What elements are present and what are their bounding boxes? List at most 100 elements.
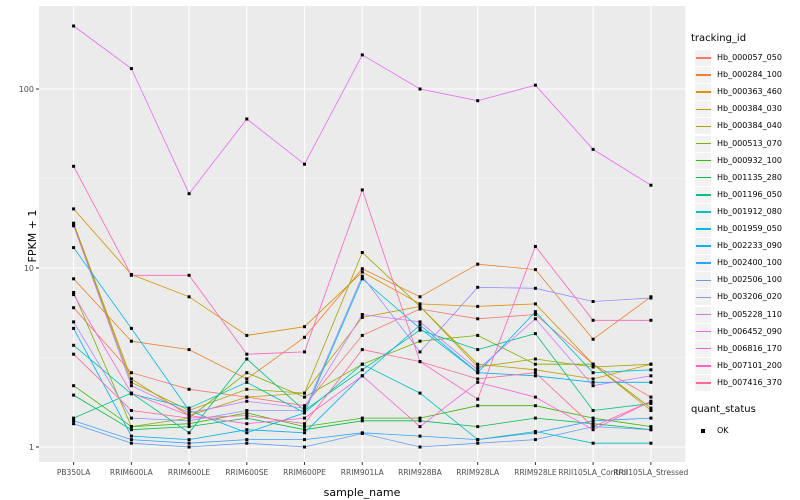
data-point bbox=[591, 428, 595, 432]
legend-key bbox=[695, 84, 711, 101]
data-point bbox=[187, 192, 191, 196]
data-point bbox=[245, 371, 249, 375]
data-point bbox=[533, 310, 537, 314]
data-point bbox=[303, 335, 306, 339]
data-point bbox=[72, 277, 76, 281]
data-point bbox=[591, 365, 595, 369]
data-point bbox=[303, 431, 306, 435]
data-point bbox=[591, 318, 595, 322]
data-point bbox=[533, 244, 537, 248]
legend-key bbox=[695, 221, 711, 237]
data-point bbox=[591, 409, 595, 412]
data-point bbox=[303, 422, 306, 426]
data-point bbox=[360, 270, 364, 274]
data-point bbox=[649, 318, 653, 322]
data-point bbox=[72, 164, 76, 168]
data-point bbox=[245, 357, 249, 361]
data-point bbox=[533, 395, 537, 399]
data-point bbox=[187, 438, 191, 442]
data-point bbox=[303, 325, 306, 329]
data-point bbox=[129, 371, 133, 375]
data-point bbox=[533, 416, 537, 420]
data-point bbox=[360, 188, 364, 192]
data-point bbox=[72, 422, 76, 426]
x-tick-label: RRIM901LA bbox=[341, 468, 385, 477]
data-point bbox=[72, 207, 76, 211]
legend-key-line-icon bbox=[695, 245, 711, 247]
legend-label: Hb_006816_170 bbox=[717, 343, 782, 353]
data-point bbox=[591, 380, 595, 384]
legend-label: Hb_002233_090 bbox=[717, 241, 782, 251]
data-point bbox=[129, 434, 133, 438]
data-point bbox=[533, 83, 537, 87]
data-point bbox=[303, 404, 306, 408]
data-point bbox=[360, 416, 364, 420]
data-point bbox=[476, 380, 480, 384]
y-tick-label: 10 bbox=[24, 264, 34, 273]
data-point bbox=[649, 402, 653, 405]
data-point bbox=[533, 317, 537, 321]
data-point bbox=[476, 377, 480, 381]
data-point bbox=[360, 267, 364, 271]
data-point bbox=[187, 406, 191, 410]
data-point bbox=[649, 428, 653, 432]
data-point bbox=[129, 326, 133, 330]
data-point bbox=[72, 393, 76, 397]
legend-label: Hb_002506_100 bbox=[717, 275, 782, 285]
data-point bbox=[533, 332, 537, 336]
data-point bbox=[649, 395, 653, 399]
data-point bbox=[591, 422, 595, 426]
data-point bbox=[476, 99, 480, 103]
legend-key-line-icon bbox=[695, 211, 711, 213]
data-point bbox=[245, 377, 249, 381]
data-point bbox=[303, 350, 306, 354]
data-point bbox=[476, 425, 480, 429]
data-point bbox=[476, 368, 480, 372]
data-point bbox=[476, 371, 480, 375]
data-point bbox=[533, 268, 537, 272]
data-point bbox=[418, 434, 422, 438]
data-point bbox=[476, 397, 480, 401]
data-point bbox=[591, 416, 595, 420]
data-point bbox=[245, 117, 249, 121]
x-tick-label: RRIM928LA bbox=[456, 468, 500, 477]
x-tick-label: RRIM928LE bbox=[514, 468, 557, 477]
data-point bbox=[649, 183, 653, 187]
data-point bbox=[533, 286, 537, 290]
legend-key-line-icon bbox=[695, 74, 711, 76]
data-point bbox=[187, 295, 191, 299]
data-point bbox=[187, 431, 191, 435]
data-point bbox=[533, 357, 537, 361]
data-point bbox=[303, 162, 306, 166]
data-point bbox=[360, 313, 364, 316]
data-point bbox=[591, 371, 595, 375]
legend-key bbox=[695, 186, 711, 203]
data-point bbox=[187, 425, 191, 429]
data-point bbox=[187, 411, 191, 415]
data-point bbox=[649, 374, 653, 378]
legend-label: Hb_006452_090 bbox=[717, 326, 782, 336]
legend-key bbox=[695, 101, 711, 118]
data-point bbox=[245, 333, 249, 337]
data-point bbox=[245, 422, 249, 426]
data-point bbox=[303, 438, 306, 442]
data-point bbox=[418, 326, 422, 330]
data-point bbox=[476, 404, 480, 408]
legend-key bbox=[695, 118, 711, 135]
data-point bbox=[476, 317, 480, 321]
data-point bbox=[72, 419, 76, 423]
legend: tracking_id Hb_000057_050 Hb_000284_100 Hb… bbox=[689, 0, 799, 500]
data-point bbox=[245, 431, 249, 435]
data-point bbox=[591, 419, 595, 423]
data-point bbox=[245, 414, 249, 417]
legend-key bbox=[695, 238, 711, 255]
legend-label: Hb_000384_040 bbox=[717, 121, 782, 131]
data-point bbox=[476, 333, 480, 337]
legend-label: Hb_000284_100 bbox=[717, 70, 782, 80]
x-tick-label: RRII105LA_Control bbox=[558, 468, 628, 477]
legend-key-line-icon bbox=[695, 176, 711, 179]
legend-key bbox=[695, 272, 711, 289]
data-point bbox=[72, 293, 76, 297]
data-point bbox=[418, 295, 422, 299]
